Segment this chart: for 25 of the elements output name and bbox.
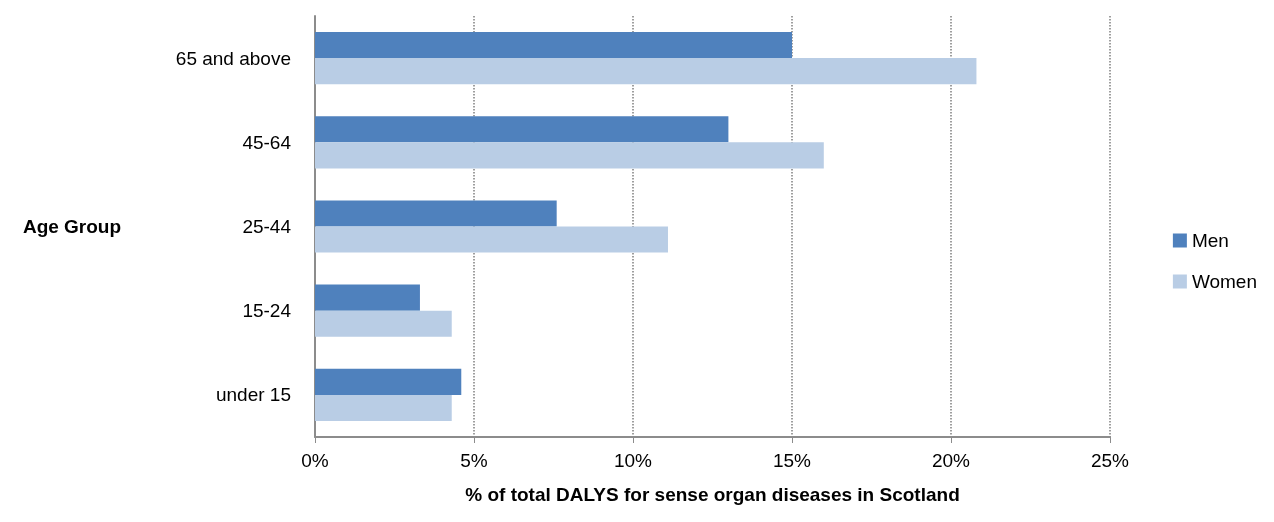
y-tick-label: 15-24	[242, 300, 292, 322]
x-tick-label: 20%	[931, 450, 971, 471]
legend-label: Men	[1191, 230, 1229, 251]
bar	[315, 142, 824, 169]
bar	[315, 226, 668, 253]
x-axis-title: % of total DALYS for sense organ diseases in Scotland	[465, 484, 960, 505]
bar	[315, 368, 462, 395]
y-tick-label: 45-64	[242, 131, 292, 153]
x-tick-label: 5%	[460, 450, 488, 471]
bar	[315, 310, 452, 337]
bar	[315, 200, 557, 227]
y-tick-label: under 15	[215, 384, 291, 406]
bar	[315, 32, 792, 59]
bar	[315, 116, 729, 143]
y-axis-title: Age Group	[22, 216, 122, 237]
bar	[315, 284, 420, 311]
bar	[315, 394, 452, 421]
y-tick-label: 25-44	[242, 216, 292, 237]
x-tick-label: 10%	[613, 450, 653, 471]
x-tick-label: 0%	[301, 450, 329, 471]
bar	[315, 58, 977, 85]
legend-label: Women	[1191, 271, 1258, 292]
x-tick-label: 15%	[772, 450, 812, 471]
x-tick-label: 25%	[1090, 450, 1130, 471]
y-tick-label: 65 and above	[175, 47, 291, 69]
